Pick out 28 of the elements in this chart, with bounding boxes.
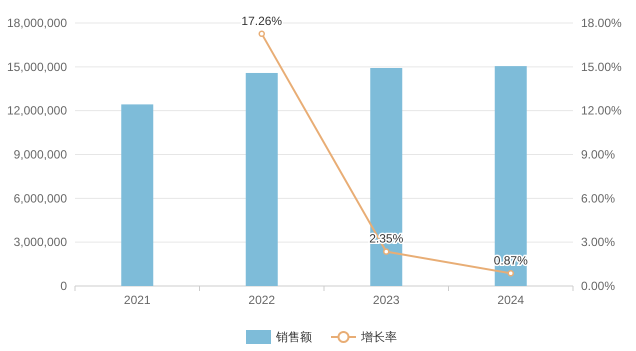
y2-tick-label: 15.00% — [581, 60, 622, 74]
y-tick-label: 18,000,000 — [6, 16, 68, 30]
y2-tick-label: 6.00% — [581, 191, 616, 206]
legend-label: 增长率 — [360, 330, 397, 344]
y2-tick-label: 3.00% — [581, 235, 616, 250]
y-tick-label: 9,000,000 — [14, 148, 68, 162]
data-label: 17.26% — [241, 14, 282, 28]
bar — [121, 104, 154, 286]
point — [258, 30, 265, 38]
point — [508, 270, 514, 277]
y-tick-label: 0 — [60, 279, 68, 293]
bar — [370, 68, 402, 286]
y2-tick-label: 0.00% — [581, 279, 616, 293]
y2-tick-label: 9.00% — [581, 148, 616, 162]
bar — [246, 72, 278, 286]
y2-tick-label: 12.00% — [581, 104, 622, 118]
x-tick-label: 2022 — [248, 293, 276, 307]
x-tick-label: 2021 — [124, 293, 151, 307]
y-tick-label: 3,000,000 — [14, 235, 68, 250]
x-tick-label: 2024 — [497, 293, 524, 307]
point — [383, 248, 390, 255]
legend-label: 销售额 — [275, 330, 312, 344]
y-tick-label: 15,000,000 — [6, 60, 68, 74]
y-tick-label: 12,000,000 — [6, 104, 68, 118]
y-tick-label: 6,000,000 — [14, 191, 68, 206]
x-tick-label: 2023 — [372, 293, 400, 307]
bar — [494, 66, 527, 286]
y2-tick-label: 18.00% — [581, 16, 622, 30]
